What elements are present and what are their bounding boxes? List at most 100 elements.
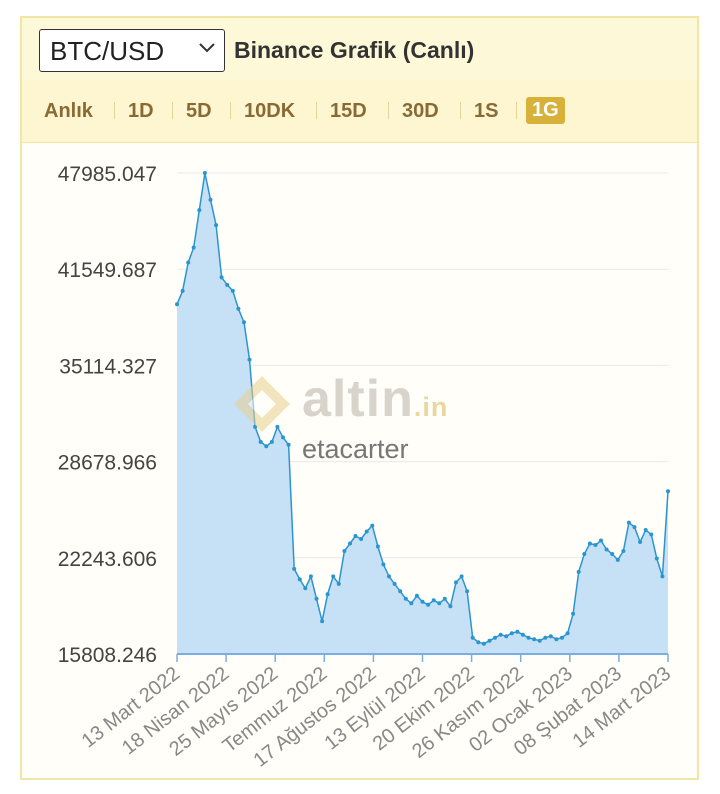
- data-point: [375, 544, 380, 549]
- data-point: [258, 439, 263, 444]
- tab-separator: [516, 102, 517, 119]
- data-point: [264, 444, 269, 449]
- tab-separator: [388, 102, 389, 119]
- data-point: [414, 593, 419, 598]
- data-point: [403, 596, 408, 601]
- tab-5d[interactable]: 5D: [186, 100, 212, 122]
- data-point: [286, 442, 291, 447]
- data-point: [353, 534, 358, 538]
- tab-separator: [460, 102, 461, 119]
- timeframe-tabs: Anlık 1D 5D 10DK 15D 30D 1S 1G: [22, 80, 697, 143]
- tab-1s[interactable]: 1S: [474, 100, 499, 122]
- data-point: [565, 631, 570, 636]
- tab-anlik[interactable]: Anlık: [44, 100, 93, 122]
- data-point: [325, 592, 330, 597]
- data-point: [314, 596, 319, 601]
- tab-30d[interactable]: 30D: [402, 100, 439, 122]
- data-point: [214, 223, 219, 228]
- data-point: [487, 638, 492, 643]
- tab-separator: [230, 102, 231, 119]
- tab-separator: [316, 102, 317, 119]
- data-point: [599, 538, 603, 543]
- data-point: [186, 260, 191, 265]
- data-point: [576, 569, 581, 574]
- data-point: [554, 637, 559, 642]
- y-tick-label: 28678.966: [58, 452, 157, 475]
- data-point: [643, 528, 648, 532]
- data-point: [532, 637, 537, 642]
- tab-separator: [114, 102, 115, 119]
- tab-10dk[interactable]: 10DK: [244, 100, 296, 122]
- data-point: [342, 549, 347, 553]
- data-point: [292, 566, 297, 571]
- watermark-brand-suffix: .in: [413, 392, 449, 422]
- data-point: [660, 574, 665, 579]
- data-point: [320, 619, 325, 624]
- data-point: [392, 581, 397, 586]
- y-tick-label: 35114.327: [59, 355, 157, 378]
- watermark-brand: altin.in: [302, 369, 448, 429]
- data-point: [526, 635, 531, 640]
- data-point: [454, 580, 458, 585]
- data-point: [604, 547, 609, 552]
- data-point: [437, 601, 442, 606]
- data-point: [593, 543, 598, 547]
- data-point: [610, 552, 615, 556]
- data-point: [269, 439, 274, 444]
- pair-select-value: BTC/USD: [50, 36, 165, 66]
- data-point: [381, 562, 386, 567]
- data-point: [359, 537, 364, 541]
- data-point: [297, 577, 302, 582]
- data-point: [208, 197, 213, 202]
- watermark-logo-icon: [234, 376, 290, 432]
- y-tick-label: 15808.246: [58, 644, 157, 667]
- data-point: [331, 574, 336, 579]
- data-point: [364, 529, 369, 534]
- watermark-brand-text: altin: [302, 370, 414, 428]
- data-point: [336, 581, 341, 586]
- data-point: [219, 275, 224, 280]
- y-tick-labels: 47985.047 41549.687 35114.327 28678.966 2224…: [58, 163, 157, 667]
- data-point: [520, 632, 525, 637]
- tab-15d[interactable]: 15D: [330, 100, 367, 122]
- data-point: [197, 208, 202, 213]
- data-point: [442, 596, 447, 601]
- data-point: [632, 525, 637, 530]
- data-point: [543, 635, 548, 640]
- data-point: [626, 520, 631, 525]
- area-fill: [177, 173, 668, 654]
- data-point: [481, 641, 486, 646]
- data-point: [459, 574, 464, 579]
- data-point: [308, 574, 313, 579]
- data-point: [493, 635, 497, 640]
- pair-select[interactable]: BTC/USD: [39, 29, 225, 72]
- data-point: [649, 532, 654, 537]
- data-point: [560, 635, 564, 640]
- tab-1g[interactable]: 1G: [526, 97, 565, 124]
- data-point: [275, 424, 280, 429]
- data-point: [504, 634, 509, 639]
- data-point: [571, 611, 576, 616]
- data-point: [621, 549, 626, 553]
- data-point: [509, 631, 514, 636]
- data-point: [281, 435, 285, 440]
- data-point: [498, 632, 503, 637]
- data-point: [409, 601, 414, 606]
- chart-title: Binance Grafik (Canlı): [234, 37, 475, 63]
- data-point: [191, 245, 196, 250]
- data-point: [470, 635, 475, 640]
- data-point: [370, 523, 375, 528]
- axes: [176, 653, 669, 662]
- data-point: [236, 306, 241, 311]
- tab-separator: [172, 102, 173, 119]
- data-point: [666, 489, 670, 494]
- y-tick-label: 22243.606: [58, 548, 157, 571]
- data-point: [582, 552, 587, 556]
- y-tick-label: 47985.047: [58, 163, 157, 186]
- tab-1d[interactable]: 1D: [128, 100, 154, 122]
- data-point: [537, 638, 542, 643]
- chart-header: BTC/USD Binance Grafik (Canlı): [22, 18, 697, 81]
- data-point: [180, 288, 185, 293]
- data-point: [175, 302, 179, 307]
